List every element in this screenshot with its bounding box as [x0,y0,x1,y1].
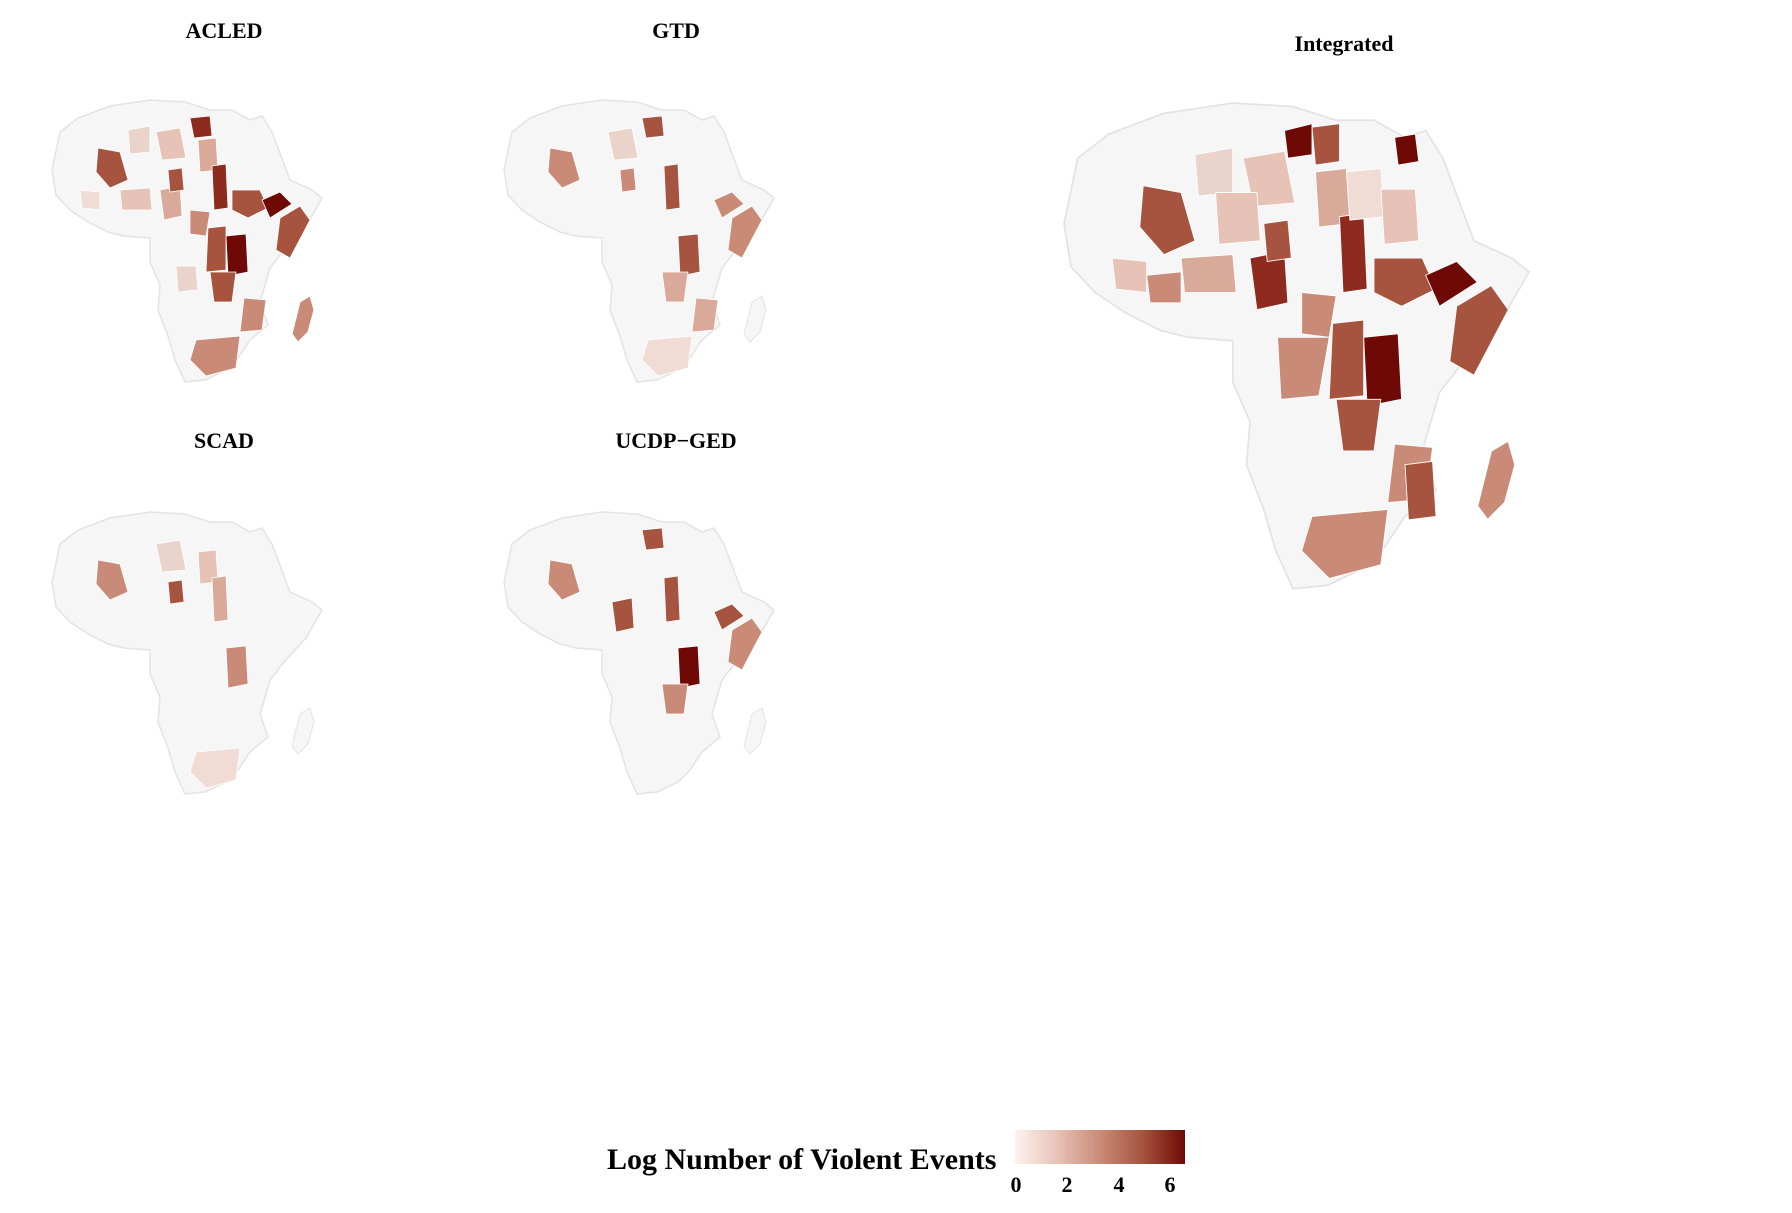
region-shape [1363,333,1403,407]
region-shape [225,645,249,689]
region-shape [677,645,701,689]
region-shape [663,163,681,211]
legend-tick-label: 0 [1010,1172,1022,1197]
region-shape [231,189,269,219]
legend-tick [1015,1164,1017,1170]
region-shape [275,205,311,259]
region-shape [119,187,153,211]
region-shape [713,191,745,219]
region-shape [1277,336,1330,400]
region-shape [95,147,129,189]
region-shape [547,147,581,189]
region-shape [1339,212,1368,293]
region-shape [1311,123,1340,166]
region-shape [1215,192,1261,245]
panel-title-integrated: Integrated [1294,31,1394,56]
region-shape [1449,285,1509,376]
region-shape [79,189,101,211]
legend-color-bar [1015,1130,1185,1164]
region-shape [95,559,129,601]
region-shape [239,297,267,333]
panel-title-gtd: GTD [652,18,700,43]
region-shape [189,209,211,237]
region-shape [611,597,635,633]
region-shape [547,559,581,601]
region-shape [607,127,639,161]
region-shape [661,683,689,715]
region-shape [189,335,241,377]
map-scad [51,511,323,795]
region-shape [189,115,213,139]
region-shape [727,617,763,671]
region-shape [155,539,187,573]
region-shape [1263,219,1292,262]
region-shape [641,527,665,551]
region-shape [175,265,199,293]
region-shape [677,233,701,277]
panel-title-acled: ACLED [185,18,263,43]
region-shape [1111,257,1148,293]
map-ucdp [503,511,775,795]
region-shape [1425,260,1479,307]
region-shape [1345,168,1385,221]
region-shape [641,115,665,139]
region-shape [691,297,719,333]
map-acled [51,99,323,383]
region-shape [661,271,689,303]
region-shape [1373,257,1437,307]
region-shape [663,575,681,623]
region-shape [225,233,249,277]
region-shape [211,575,229,623]
region-shape [1180,254,1237,293]
region-shape [261,191,293,219]
region-shape [1404,460,1437,521]
region-shape [727,205,763,259]
legend-tick-label: 4 [1113,1172,1125,1197]
region-shape [1335,398,1382,452]
region-shape [713,603,745,631]
region-shape [167,167,185,193]
map-gtd [503,99,775,383]
legend-tick [1169,1164,1171,1170]
region-shape [167,579,185,605]
panel-title-ucdp: UCDP−GED [615,428,737,453]
map-integrated [1063,102,1530,590]
region-shape [1146,271,1182,304]
legend-title: Log Number of Violent Events [607,1143,997,1176]
legend-tick [1118,1164,1120,1170]
region-shape [189,747,241,789]
legend-tick-label: 6 [1164,1172,1176,1197]
region-shape [209,271,237,303]
region-shape [1194,147,1234,197]
panel-title-scad: SCAD [194,428,254,453]
region-shape [211,163,229,211]
region-shape [155,127,187,161]
region-shape [127,125,151,155]
region-shape [1139,185,1196,256]
region-shape [1380,188,1420,245]
region-shape [1283,123,1313,159]
region-shape [1301,509,1389,579]
region-shape [1394,133,1420,166]
legend-tick [1066,1164,1068,1170]
region-shape [641,335,693,377]
region-shape [619,167,637,193]
region-shape [205,225,227,273]
region-shape [1328,319,1365,400]
legend-tick-label: 2 [1061,1172,1073,1197]
